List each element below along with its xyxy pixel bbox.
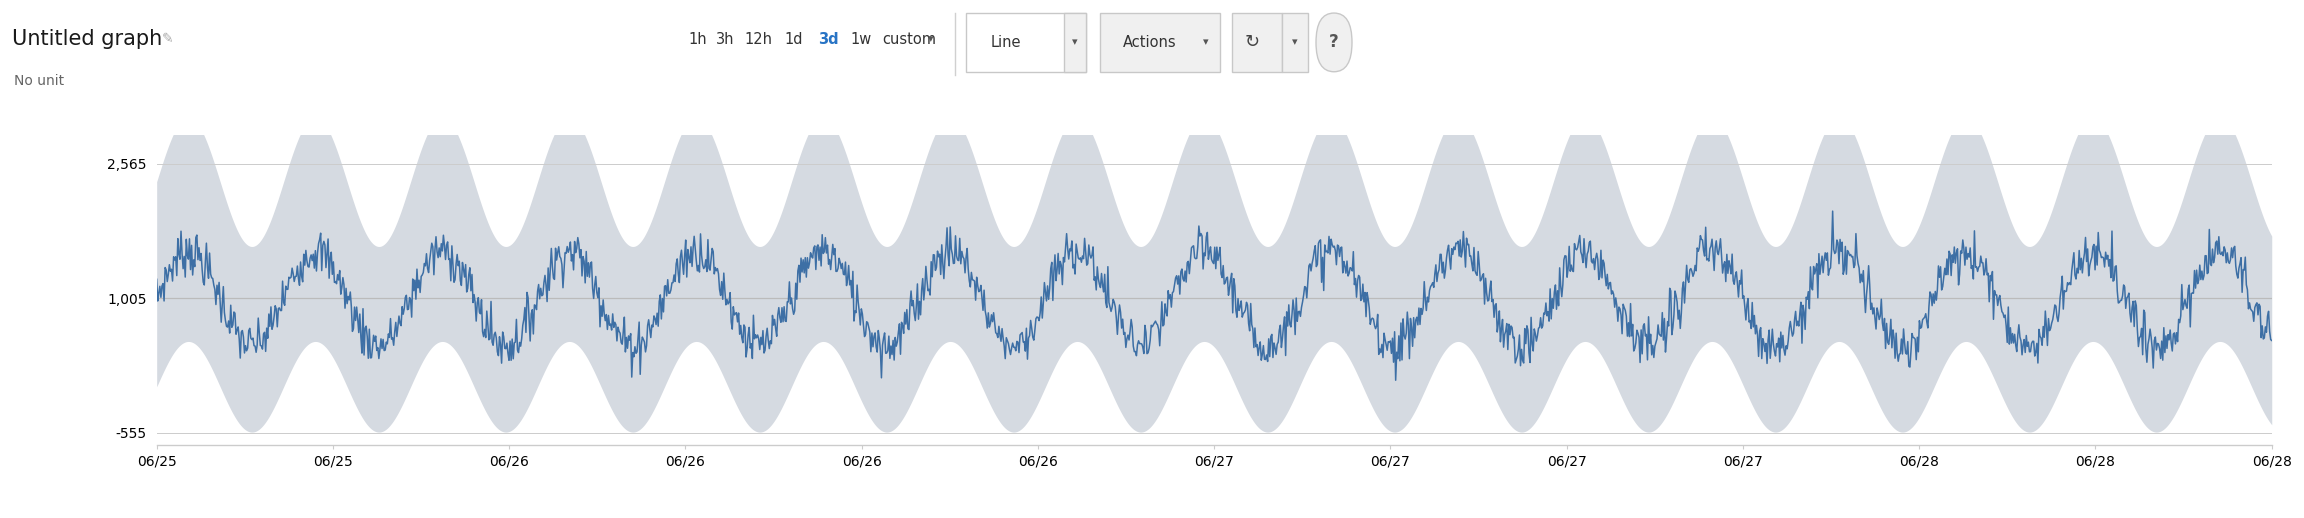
Text: 1d: 1d	[783, 32, 802, 47]
FancyBboxPatch shape	[1099, 13, 1221, 72]
Text: ▾: ▾	[1203, 37, 1210, 48]
FancyBboxPatch shape	[1281, 13, 1309, 72]
Text: No unit: No unit	[14, 74, 65, 88]
FancyBboxPatch shape	[1233, 13, 1281, 72]
Text: ▾: ▾	[1293, 37, 1297, 48]
Text: Actions: Actions	[1122, 35, 1177, 50]
Text: custom: custom	[882, 32, 935, 47]
Text: ?: ?	[1329, 33, 1339, 51]
Text: Line: Line	[991, 35, 1021, 50]
Text: 1h: 1h	[689, 32, 707, 47]
Text: ▾: ▾	[1071, 37, 1078, 48]
Text: Untitled graph: Untitled graph	[12, 29, 161, 49]
Text: ↻: ↻	[1244, 33, 1260, 51]
Text: 3h: 3h	[717, 32, 735, 47]
Text: ▾: ▾	[929, 34, 933, 44]
FancyBboxPatch shape	[1064, 13, 1085, 72]
Text: ✎: ✎	[161, 32, 173, 46]
Text: 3d: 3d	[818, 32, 839, 47]
FancyBboxPatch shape	[1316, 13, 1352, 72]
Text: 1w: 1w	[850, 32, 871, 47]
FancyBboxPatch shape	[965, 13, 1085, 72]
Text: 12h: 12h	[744, 32, 772, 47]
